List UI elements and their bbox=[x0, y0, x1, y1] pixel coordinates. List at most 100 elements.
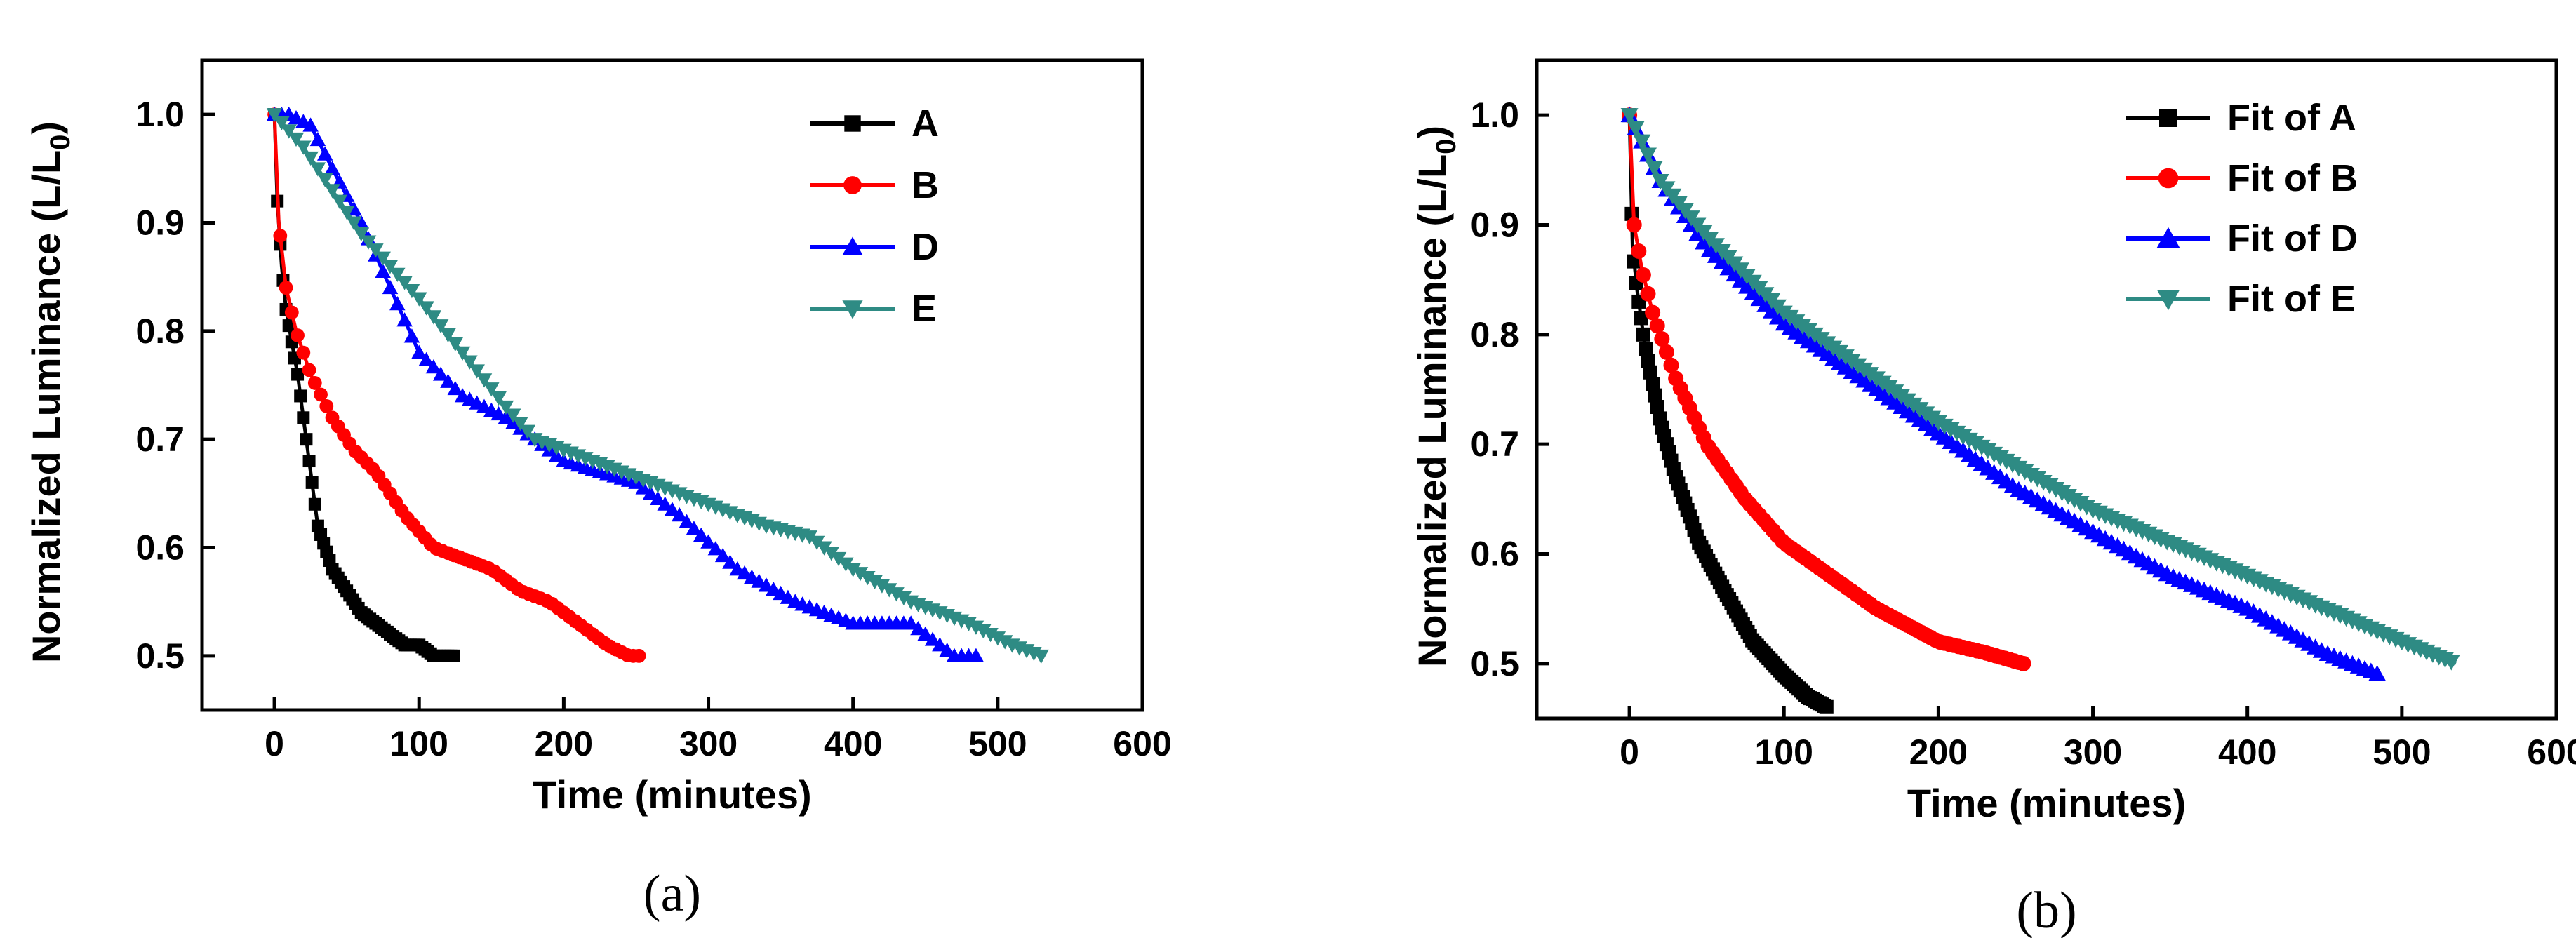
y-tick-label: 0.9 bbox=[135, 203, 185, 243]
data-point-b bbox=[279, 281, 293, 295]
x-tick-label: 100 bbox=[1755, 732, 1813, 772]
data-point-e bbox=[505, 408, 521, 423]
data-point-d bbox=[917, 626, 934, 641]
data-point-e bbox=[389, 267, 406, 283]
data-point-e bbox=[302, 151, 319, 166]
x-tick-label: 400 bbox=[824, 724, 882, 763]
data-point-fit-of-a bbox=[1650, 400, 1664, 415]
data-point-d bbox=[700, 534, 716, 549]
y-tick-label: 0.6 bbox=[1470, 535, 1519, 574]
data-point-d bbox=[693, 527, 709, 542]
data-point-d bbox=[447, 380, 464, 396]
y-tick-label: 0.7 bbox=[135, 420, 185, 459]
series-fit-of-e bbox=[1620, 108, 2460, 671]
data-point-fit-of-a bbox=[1639, 342, 1653, 356]
data-point-e bbox=[346, 216, 362, 231]
data-point-e bbox=[375, 251, 391, 266]
data-point-e bbox=[469, 364, 485, 379]
series-fit-of-a bbox=[1622, 108, 1834, 714]
y-tick-label: 0.9 bbox=[1470, 206, 1519, 245]
data-point-e bbox=[490, 391, 507, 406]
x-tick-label: 400 bbox=[2218, 732, 2276, 772]
data-point-e bbox=[432, 319, 449, 334]
legend-marker-b bbox=[843, 176, 862, 194]
data-point-e bbox=[476, 373, 493, 388]
data-point-d bbox=[968, 648, 985, 662]
y-tick-label: 0.5 bbox=[1470, 644, 1519, 683]
x-axis-title: Time (minutes) bbox=[533, 772, 811, 817]
data-point-d bbox=[396, 312, 413, 327]
y-axis-title-close: ) bbox=[24, 121, 68, 135]
data-point-a bbox=[282, 319, 295, 333]
x-tick-label: 0 bbox=[265, 724, 284, 763]
y-axis-title: Normalized Luminance (L/L0) bbox=[1410, 126, 1462, 667]
data-point-e bbox=[968, 620, 985, 635]
data-point-a bbox=[302, 455, 316, 468]
data-point-d bbox=[498, 410, 514, 424]
data-point-e bbox=[483, 382, 500, 397]
data-point-d bbox=[722, 554, 738, 569]
data-point-e bbox=[519, 424, 536, 439]
y-tick-label: 1.0 bbox=[135, 95, 185, 134]
legend-label-a: A bbox=[912, 102, 939, 145]
data-point-d bbox=[939, 642, 955, 657]
data-point-fit-of-a bbox=[1646, 377, 1660, 391]
legend-label-d: D bbox=[912, 226, 939, 268]
panel-b-chart: 0 100 200 300 400 500 600 0.5 0.6 0.7 0.8 0.9 1.0 Tim… bbox=[1410, 58, 2576, 938]
x-tick-label: 600 bbox=[2527, 732, 2576, 772]
data-point-d bbox=[650, 490, 666, 506]
data-point-a bbox=[308, 497, 321, 511]
legend-label-fit-of-d: Fit of D bbox=[2227, 217, 2358, 260]
legend-marker-fit-of-a bbox=[2159, 109, 2177, 127]
panel-caption: (b) bbox=[2016, 882, 2076, 938]
x-tick-label: 300 bbox=[679, 724, 738, 763]
data-point-b bbox=[314, 387, 328, 402]
data-point-e bbox=[331, 194, 348, 209]
data-point-e bbox=[316, 173, 333, 188]
data-point-e bbox=[360, 235, 377, 250]
data-point-fit-of-b bbox=[2015, 655, 2031, 671]
data-point-fit-of-a bbox=[1636, 327, 1650, 342]
data-point-d bbox=[440, 373, 456, 388]
data-point-fit-of-b bbox=[1645, 304, 1661, 321]
x-tick-label: 200 bbox=[535, 724, 593, 763]
data-point-fit-of-e bbox=[1639, 147, 1657, 163]
data-point-b bbox=[273, 229, 288, 243]
y-axis-title-main: Normalized Luminance (L/L bbox=[24, 150, 68, 663]
data-point-e bbox=[838, 557, 854, 572]
data-point-e bbox=[801, 530, 818, 545]
panel-caption: (a) bbox=[643, 865, 701, 923]
data-point-e bbox=[860, 570, 876, 586]
series-b bbox=[267, 107, 646, 663]
data-point-a bbox=[305, 476, 319, 489]
data-point-e bbox=[403, 283, 420, 299]
data-point-d bbox=[707, 541, 724, 556]
data-point-e bbox=[989, 631, 1006, 646]
series-e bbox=[266, 108, 1049, 664]
data-point-e bbox=[881, 583, 897, 598]
legend-label-fit-of-a: Fit of A bbox=[2227, 97, 2356, 139]
data-point-fit-of-b bbox=[1635, 267, 1651, 283]
data-point-e bbox=[888, 587, 905, 602]
data-point-e bbox=[396, 276, 413, 290]
x-axis-title: Time (minutes) bbox=[1907, 781, 2186, 825]
series-fit-of-b bbox=[1622, 107, 2031, 671]
data-point-b bbox=[307, 376, 322, 390]
data-point-fit-of-d bbox=[2368, 665, 2387, 681]
data-point-fit-of-a bbox=[1641, 354, 1655, 368]
data-point-a bbox=[447, 649, 460, 662]
data-point-e bbox=[440, 328, 456, 343]
data-point-fit-of-e bbox=[2442, 655, 2460, 671]
data-point-e bbox=[852, 567, 869, 582]
data-point-e bbox=[961, 617, 977, 631]
data-point-e bbox=[382, 260, 399, 274]
data-point-e bbox=[368, 243, 384, 258]
data-point-d bbox=[924, 631, 941, 646]
data-point-e bbox=[338, 206, 355, 220]
data-point-d bbox=[902, 615, 919, 630]
data-point-e bbox=[447, 337, 464, 352]
data-point-a bbox=[297, 411, 310, 424]
data-point-d bbox=[316, 146, 333, 161]
legend-marker-d bbox=[842, 236, 863, 255]
data-point-e bbox=[295, 140, 312, 155]
